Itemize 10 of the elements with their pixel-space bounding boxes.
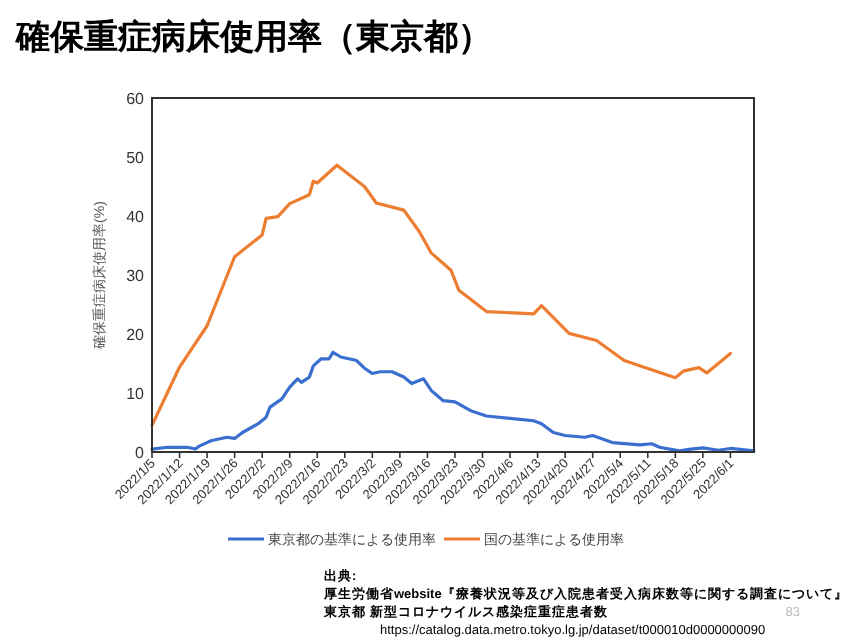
y-tick-label: 20 — [126, 326, 146, 344]
y-tick-label: 0 — [135, 444, 146, 462]
chart-title: 確保重症病床使用率（東京都） — [14, 18, 492, 56]
y-tick-label: 50 — [126, 149, 146, 167]
y-tick-label: 30 — [126, 267, 146, 285]
y-tick-label: 10 — [126, 385, 146, 403]
y-tick-label: 40 — [126, 208, 146, 226]
line-series — [150, 350, 756, 453]
y-tick-label: 60 — [126, 90, 146, 108]
line-series — [150, 163, 732, 428]
